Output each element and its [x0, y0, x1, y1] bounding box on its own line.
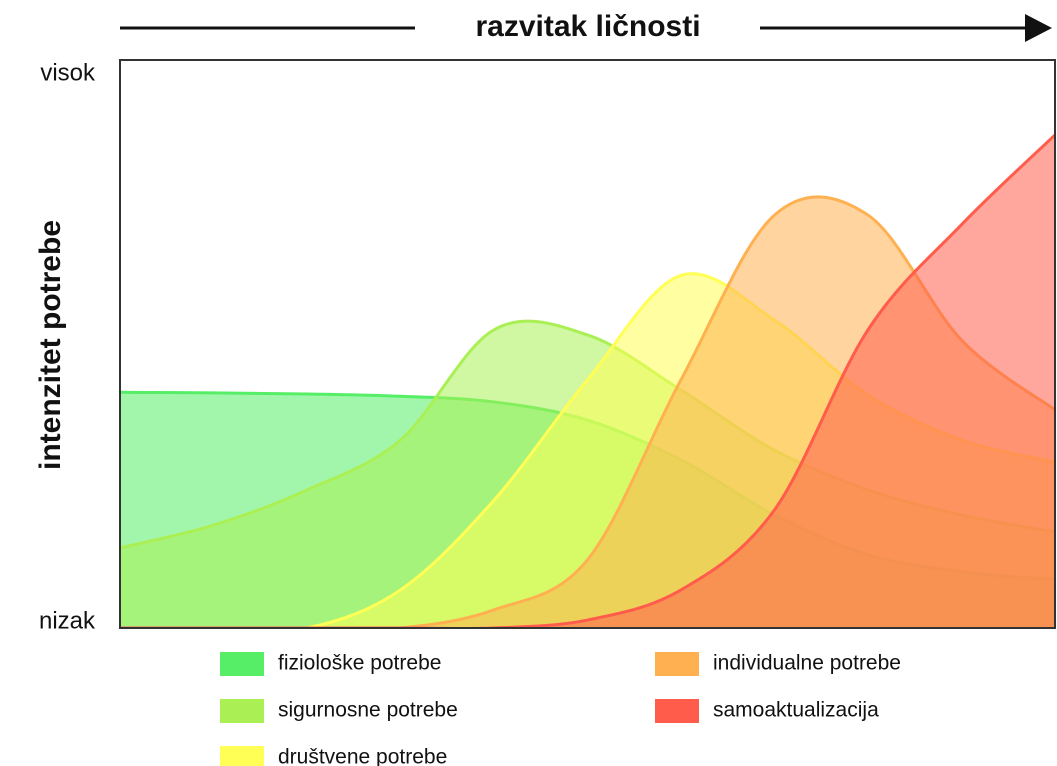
legend-swatch	[220, 652, 264, 676]
y-tick-label: visok	[40, 59, 96, 86]
legend-label: individualne potrebe	[713, 652, 901, 675]
plot-frame	[119, 59, 1056, 629]
legend-label: fiziološke potrebe	[278, 652, 441, 675]
legend-label: sigurnosne potrebe	[278, 699, 458, 722]
legend-label: samoaktualizacija	[713, 699, 879, 722]
y-axis-label: intenzitet potrebe	[34, 220, 67, 470]
area-line	[120, 133, 1055, 628]
area-fill	[120, 134, 1055, 628]
legend-swatch	[220, 746, 264, 766]
legend-swatch	[220, 699, 264, 723]
y-tick-label: nizak	[39, 607, 96, 634]
legend-swatch	[655, 652, 699, 676]
arrow-head	[1025, 14, 1052, 42]
legend-label: društvene potrebe	[278, 746, 447, 766]
area-line	[120, 195, 1055, 628]
legend-swatch	[655, 699, 699, 723]
chart-title: razvitak ličnosti	[475, 10, 700, 43]
